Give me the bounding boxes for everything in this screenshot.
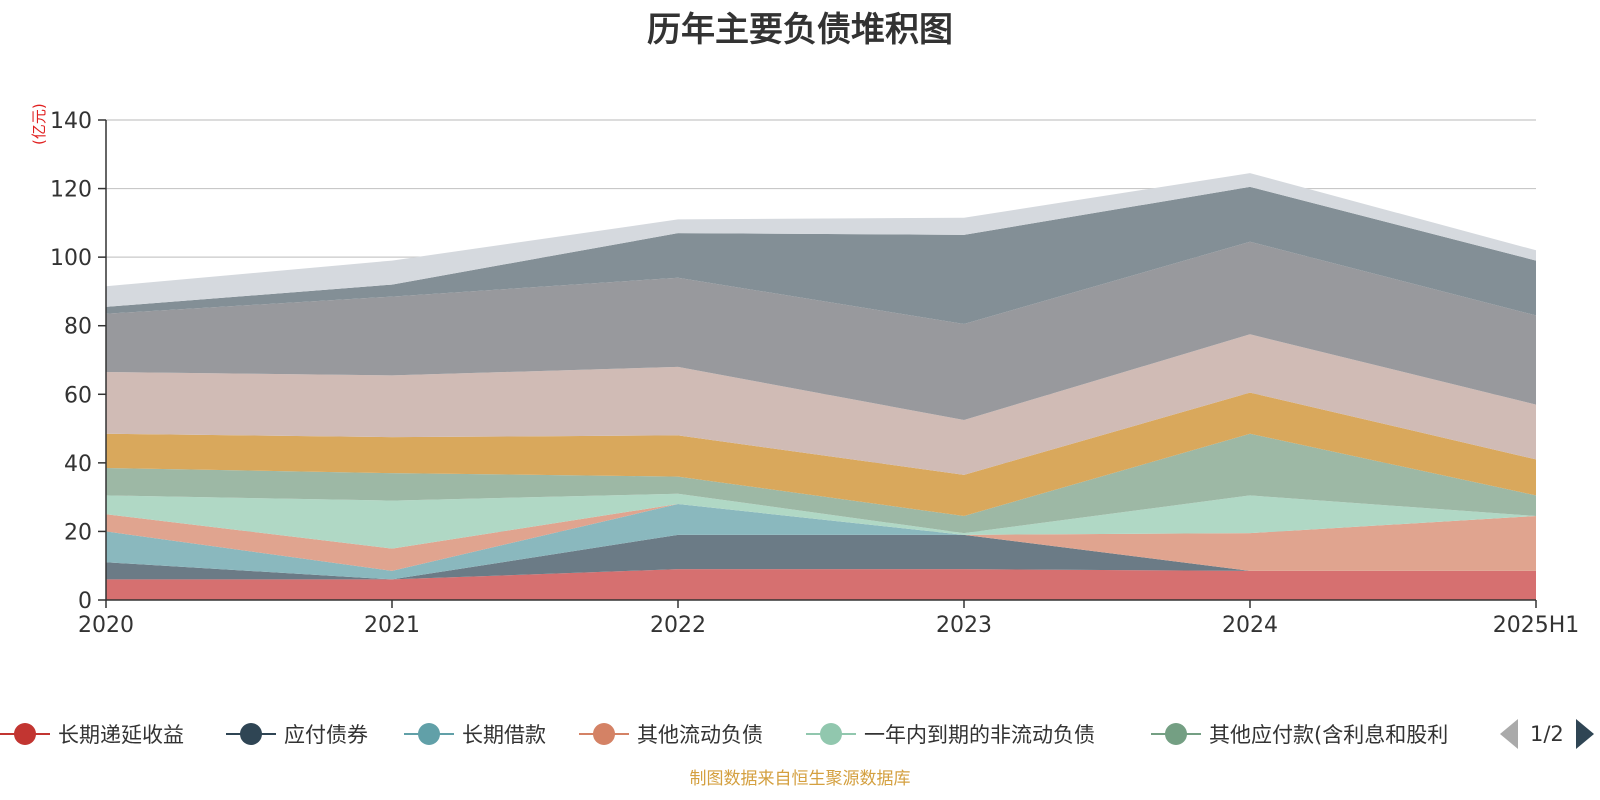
y-tick-label: 100 <box>50 246 92 271</box>
x-tick-label: 2021 <box>364 613 420 638</box>
x-tick-label: 2022 <box>650 613 706 638</box>
legend-marker-dot <box>14 723 36 745</box>
legend-item-label: 其他流动负债 <box>637 723 763 747</box>
legend-marker-icon <box>579 722 629 746</box>
chart-title: 历年主要负债堆积图 <box>647 10 953 50</box>
area-series-9 <box>106 241 1536 420</box>
legend-next-page-icon[interactable] <box>1575 719 1594 749</box>
legend-marker-icon <box>0 722 50 746</box>
legend-marker-icon <box>806 722 856 746</box>
legend-pager: 1/2 <box>1500 714 1594 754</box>
legend-item-label: 其他应付款(含利息和股利 <box>1209 723 1449 747</box>
legend-marker-dot <box>418 723 440 745</box>
chart-plot-area: 0 20 40 60 80 100 120 140 2020 2021 2022 2023 2024 20… <box>50 109 1580 638</box>
legend-item[interactable]: 长期借款 <box>404 714 546 754</box>
y-tick-label: 80 <box>64 315 92 340</box>
data-source-note: 制图数据来自恒生聚源数据库 <box>689 769 911 789</box>
legend-page-indicator: 1/2 <box>1530 722 1564 746</box>
legend-marker-dot <box>820 723 842 745</box>
legend-item[interactable]: 应付债券 <box>226 714 368 754</box>
legend-marker-dot <box>1165 723 1187 745</box>
y-tick-label: 120 <box>50 178 92 203</box>
legend-marker-icon <box>404 722 454 746</box>
y-axis-unit: (亿元) <box>30 103 48 145</box>
y-tick-label: 140 <box>50 109 92 134</box>
legend-marker-icon <box>226 722 276 746</box>
area-series-8 <box>106 334 1536 475</box>
legend-marker-dot <box>593 723 615 745</box>
area-series-7 <box>106 392 1536 516</box>
x-tick-label: 2024 <box>1222 613 1278 638</box>
y-tick-label: 60 <box>64 383 92 408</box>
area-series-6 <box>106 433 1536 534</box>
area-series-3 <box>106 504 1536 580</box>
legend-item-label: 长期递延收益 <box>58 723 184 747</box>
x-tick-label: 2025H1 <box>1493 613 1580 638</box>
legend-item[interactable]: 一年内到期的非流动负债 <box>806 714 1095 754</box>
legend-prev-page-icon[interactable] <box>1500 719 1518 749</box>
legend-item-label: 长期借款 <box>462 723 546 747</box>
area-series-10 <box>106 186 1536 324</box>
legend-marker-icon <box>1151 722 1201 746</box>
legend-item-label: 一年内到期的非流动负债 <box>864 723 1095 747</box>
x-tick-label: 2023 <box>936 613 992 638</box>
legend-item[interactable]: 其他流动负债 <box>579 714 763 754</box>
legend-item[interactable]: 其他应付款(含利息和股利 <box>1151 714 1448 754</box>
area-series-1 <box>106 569 1536 600</box>
area-series-11 <box>106 173 1536 307</box>
y-tick-label: 0 <box>78 589 92 614</box>
legend-marker-dot <box>240 723 262 745</box>
x-tick-label: 2020 <box>78 613 134 638</box>
y-tick-label: 40 <box>64 452 92 477</box>
chart-legend: 长期递延收益 应付债券 长期借款 其他流动负债 一年内到期的非流动负债 其他应付款(含利息… <box>0 714 1600 754</box>
area-series-2 <box>106 534 1536 580</box>
legend-item-label: 应付债券 <box>284 723 368 747</box>
legend-item[interactable]: 长期递延收益 <box>0 714 184 754</box>
area-series-4 <box>106 504 1536 571</box>
area-series-5 <box>106 493 1536 549</box>
y-tick-label: 20 <box>64 520 92 545</box>
